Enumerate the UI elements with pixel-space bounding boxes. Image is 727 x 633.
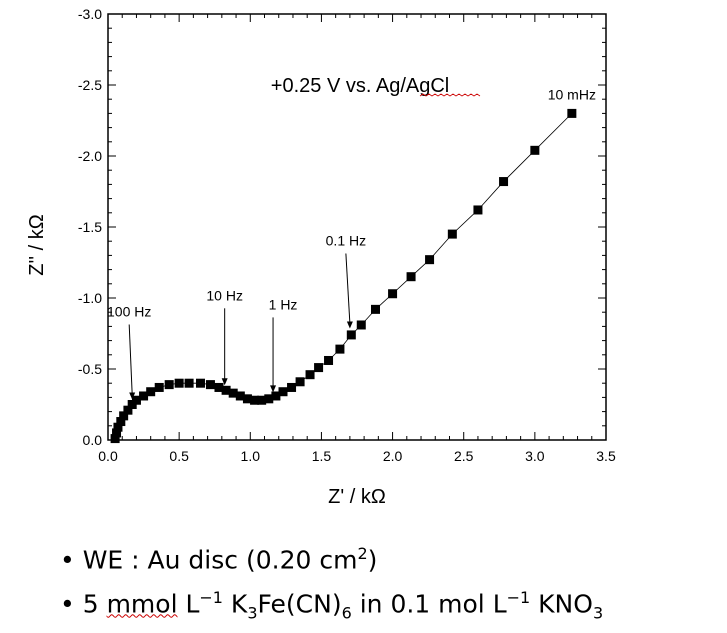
data-point (146, 387, 156, 397)
x-tick-label: 0.0 (98, 448, 118, 464)
data-points (110, 108, 577, 444)
y-axis-label: Z'' / kΩ (26, 214, 48, 276)
y-tick-label: 0.0 (83, 432, 103, 448)
data-point (295, 377, 305, 387)
data-point (110, 434, 120, 444)
freq-label: 0.1 Hz (326, 233, 366, 249)
arrow-head-icon (129, 392, 136, 400)
series-line (114, 113, 573, 439)
freq-label: 10 mHz (548, 86, 596, 102)
x-tick-label: 3.0 (525, 448, 545, 464)
data-point (214, 382, 224, 392)
data-point (228, 388, 238, 398)
y-tick-label: -0.5 (78, 361, 102, 377)
frequency-annotations: 100 Hz 10 Hz 1 Hz 0.1 Hz 10 mHz (107, 86, 596, 400)
data-point (250, 395, 260, 405)
experiment-notes: • WE : Au disc (0.20 cm2) • 5 mmol L−1 K… (60, 535, 603, 633)
freq-arrow (345, 253, 351, 324)
spellcheck-underline (419, 93, 481, 97)
data-point (164, 380, 174, 390)
y-tick-label: -3.0 (78, 6, 102, 22)
data-point (287, 382, 297, 392)
axis-ticks (107, 13, 607, 441)
data-point (113, 422, 123, 432)
data-point (154, 382, 164, 392)
data-point (112, 428, 122, 438)
data-point (205, 380, 215, 390)
data-point (335, 344, 345, 354)
data-point (119, 411, 129, 421)
data-point (264, 394, 274, 404)
x-tick-labels: 0.0 0.5 1.0 1.5 2.0 2.5 3.0 3.5 (98, 448, 616, 464)
y-tick-labels: 0.0 -0.5 -1.0 -1.5 -2.0 -2.5 -3.0 (78, 6, 102, 448)
data-point (242, 394, 252, 404)
data-point (567, 108, 577, 118)
x-axis-label: Z' / kΩ (328, 486, 386, 508)
x-tick-label: 1.5 (312, 448, 332, 464)
data-point (235, 391, 245, 401)
data-point (370, 304, 380, 314)
data-point (406, 272, 416, 282)
data-point (314, 363, 324, 373)
x-tick-label: 2.0 (383, 448, 403, 464)
data-point (356, 320, 366, 330)
x-tick-label: 0.5 (169, 448, 189, 464)
freq-arrow (128, 324, 133, 395)
data-point (473, 205, 483, 215)
data-point (324, 355, 334, 365)
note-working-electrode: • WE : Au disc (0.20 cm2) (60, 544, 378, 575)
x-tick-label: 2.5 (454, 448, 474, 464)
data-point (425, 255, 435, 265)
y-tick-label: -2.0 (78, 148, 102, 164)
x-tick-label: 3.5 (596, 448, 616, 464)
data-point (174, 378, 184, 388)
y-tick-label: -1.5 (78, 219, 102, 235)
data-point (123, 405, 133, 415)
data-point (346, 330, 356, 340)
freq-label: 1 Hz (269, 296, 298, 312)
arrow-head-icon (270, 385, 277, 393)
potential-annotation: +0.25 V vs. Ag/AgCl (271, 75, 449, 97)
data-point (131, 395, 141, 405)
data-point (257, 395, 267, 405)
data-point (388, 289, 398, 299)
data-point (447, 229, 457, 239)
data-point (116, 417, 126, 427)
freq-label: 10 Hz (206, 287, 243, 303)
y-tick-label: -2.5 (78, 77, 102, 93)
arrow-head-icon (346, 321, 353, 329)
data-point (278, 387, 288, 397)
data-point (139, 391, 149, 401)
x-tick-label: 1.0 (241, 448, 261, 464)
data-point (221, 385, 231, 395)
data-point (305, 370, 315, 380)
freq-label: 100 Hz (107, 304, 151, 320)
data-point (530, 145, 540, 155)
data-point (499, 177, 509, 187)
data-point (271, 391, 281, 401)
arrow-head-icon (221, 378, 228, 386)
note-electrolyte: • 5 mmol L−1 K3Fe(CN)6 in 0.1 mol L−1 KN… (60, 588, 604, 623)
y-tick-label: -1.0 (78, 290, 102, 306)
data-point (195, 378, 205, 388)
nyquist-chart: 0.0 0.5 1.0 1.5 2.0 2.5 3.0 3.5 0.0 -0.5 -1.0 -1.5… (26, 6, 616, 508)
data-point (184, 378, 194, 388)
